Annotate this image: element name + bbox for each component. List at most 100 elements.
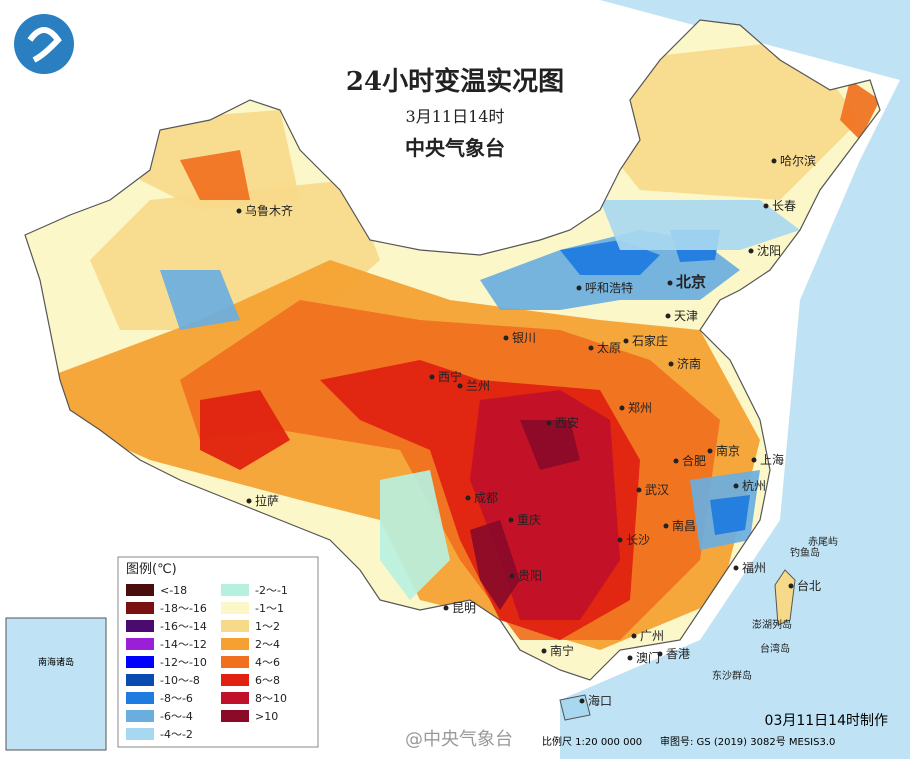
city-label: 济南 bbox=[677, 356, 701, 371]
legend-swatch bbox=[126, 584, 154, 596]
legend-swatch bbox=[221, 620, 249, 632]
city-dot bbox=[636, 487, 642, 493]
city-label: 武汉 bbox=[645, 483, 669, 497]
city-label: 南宁 bbox=[550, 643, 574, 658]
legend-swatch bbox=[221, 584, 249, 596]
legend-swatch bbox=[126, 638, 154, 650]
title: 24小时变温实况图 bbox=[346, 66, 564, 97]
city-label: 郑州 bbox=[628, 400, 652, 415]
city-dot bbox=[631, 633, 637, 639]
city-label: 沈阳 bbox=[757, 243, 781, 258]
city-dot bbox=[617, 537, 623, 543]
city-label: 重庆 bbox=[517, 513, 541, 527]
legend-swatch bbox=[221, 656, 249, 668]
city-label: 乌鲁木齐 bbox=[245, 203, 293, 218]
legend-swatch bbox=[126, 674, 154, 686]
temp-zone bbox=[470, 420, 580, 610]
city-dot bbox=[619, 405, 625, 411]
legend-swatch bbox=[221, 602, 249, 614]
city-dot bbox=[465, 495, 471, 501]
legend-swatch bbox=[126, 728, 154, 740]
city-dot bbox=[457, 383, 463, 389]
city-dot bbox=[763, 203, 769, 209]
city-label: 兰州 bbox=[466, 379, 490, 393]
inset-label: 南海诸岛 bbox=[38, 656, 74, 668]
legend-swatch bbox=[126, 620, 154, 632]
city-dot bbox=[443, 605, 449, 611]
city-dot bbox=[748, 248, 754, 254]
city-label: 哈尔滨 bbox=[780, 153, 816, 168]
city-label: 天津 bbox=[674, 309, 698, 323]
legend: 图例(℃) <-18 -18～-16 -16～-14 -14～-12 -12～-10 -1… bbox=[117, 556, 319, 748]
legend-label: -6～-4 bbox=[160, 710, 193, 723]
date: 3月11日14时 bbox=[406, 107, 505, 126]
legend-label: 8～10 bbox=[255, 692, 287, 705]
city-dot bbox=[733, 565, 739, 571]
city-label: 广州 bbox=[640, 629, 664, 643]
legend-swatch bbox=[126, 602, 154, 614]
city-label: 成都 bbox=[474, 491, 498, 505]
city-dot bbox=[707, 448, 713, 454]
city-label: 西安 bbox=[555, 415, 579, 430]
city-dot bbox=[588, 345, 594, 351]
legend-swatch bbox=[221, 674, 249, 686]
city-label: 拉萨 bbox=[255, 493, 279, 508]
legend-label: -14～-12 bbox=[160, 638, 207, 651]
city-dot bbox=[673, 458, 679, 464]
island-label: 钓鱼岛 bbox=[790, 546, 820, 559]
legend-label: -2～-1 bbox=[255, 584, 288, 597]
city-dot bbox=[663, 523, 669, 529]
city-label: 南京 bbox=[716, 443, 740, 458]
border bbox=[24, 19, 881, 681]
city-dot bbox=[546, 420, 552, 426]
made-time: 03月11日14时制作 bbox=[765, 713, 888, 729]
island-label: 赤尾屿 bbox=[808, 536, 838, 548]
legend-label: -1～1 bbox=[255, 602, 284, 615]
legend-label: 4～6 bbox=[255, 656, 280, 669]
city-dot bbox=[665, 313, 671, 319]
legend-label: 6～8 bbox=[255, 674, 280, 687]
city-label: 昆明 bbox=[452, 601, 476, 615]
city-label: 南昌 bbox=[672, 518, 696, 533]
city-label: 杭州 bbox=[742, 478, 766, 493]
city-label: 台北 bbox=[797, 578, 821, 593]
city-label: 海口 bbox=[588, 693, 612, 708]
city-dot bbox=[788, 583, 794, 589]
city-dot bbox=[751, 457, 757, 463]
legend-label: -4～-2 bbox=[160, 728, 193, 741]
legend-label: -18～-16 bbox=[160, 602, 207, 615]
city-label: 石家庄 bbox=[632, 333, 668, 348]
agency: 中央气象台 bbox=[405, 136, 505, 160]
hainan bbox=[559, 694, 591, 721]
city-label: 呼和浩特 bbox=[585, 280, 633, 295]
legend-label: -8～-6 bbox=[160, 692, 193, 705]
city-label: 贵阳 bbox=[518, 569, 542, 583]
legend-swatch bbox=[126, 692, 154, 704]
weibo: @中央气象台 bbox=[405, 729, 513, 750]
legend-label: -16～-14 bbox=[160, 620, 207, 633]
legend-swatch bbox=[221, 638, 249, 650]
legend-label: 2～4 bbox=[255, 638, 280, 651]
city-label: 长春 bbox=[772, 199, 796, 213]
city-dot bbox=[733, 483, 739, 489]
city-dot bbox=[576, 285, 582, 291]
legend-swatch bbox=[126, 656, 154, 668]
city-dot bbox=[771, 158, 777, 164]
city-label: 上海 bbox=[760, 452, 784, 467]
city-dot bbox=[627, 655, 633, 661]
city-dot bbox=[667, 280, 673, 286]
city-label: 香港 bbox=[666, 647, 690, 661]
logo bbox=[14, 14, 74, 74]
city-label: 太原 bbox=[597, 340, 621, 355]
legend-label: 1～2 bbox=[255, 620, 280, 633]
legend-swatch bbox=[221, 692, 249, 704]
city-dot bbox=[668, 361, 674, 367]
legend-label: >10 bbox=[255, 710, 278, 723]
city-dot bbox=[657, 651, 663, 657]
legend-label: -10～-8 bbox=[160, 674, 200, 687]
city-dot bbox=[246, 498, 252, 504]
city-dot bbox=[503, 335, 509, 341]
legend-label: -12～-10 bbox=[160, 656, 207, 669]
